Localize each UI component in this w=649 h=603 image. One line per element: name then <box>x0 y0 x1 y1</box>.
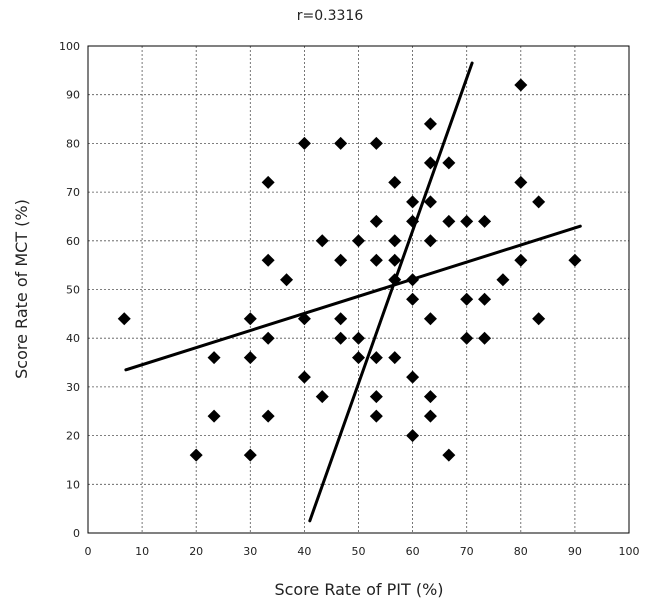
y-tick-label: 50 <box>66 284 80 297</box>
data-point <box>352 234 365 248</box>
data-point <box>406 429 420 443</box>
x-tick-label: 40 <box>297 545 311 558</box>
data-point <box>442 214 456 228</box>
plot-frame <box>87 45 630 534</box>
y-tick-label: 100 <box>59 40 80 53</box>
data-point <box>388 351 402 365</box>
data-point <box>243 312 257 326</box>
data-point <box>478 292 492 306</box>
data-point <box>369 390 383 404</box>
y-tick-label: 80 <box>66 137 80 150</box>
x-tick-label: 10 <box>135 545 149 558</box>
data-point <box>423 156 437 170</box>
x-tick-label: 60 <box>406 545 420 558</box>
data-point <box>514 175 528 189</box>
y-tick-label: 90 <box>66 89 80 102</box>
chart-title: r=0.3316 <box>297 8 364 24</box>
x-tick-label: 20 <box>189 545 203 558</box>
data-point <box>496 273 510 287</box>
data-point <box>243 351 257 365</box>
data-point <box>280 273 294 287</box>
data-point <box>334 253 348 267</box>
data-point <box>478 214 492 228</box>
data-point <box>388 253 402 267</box>
x-tick-label: 100 <box>619 545 640 558</box>
data-point <box>117 312 131 326</box>
data-point <box>442 156 456 170</box>
x-tick-label: 70 <box>460 545 474 558</box>
data-point <box>369 409 383 423</box>
y-tick-label: 20 <box>66 430 80 443</box>
data-point <box>334 136 348 150</box>
data-point <box>352 351 365 365</box>
y-tick-label: 0 <box>73 527 80 540</box>
data-point <box>406 370 420 384</box>
data-point <box>297 370 311 384</box>
data-point <box>406 292 420 306</box>
data-point <box>261 175 275 189</box>
data-point <box>423 195 437 209</box>
x-tick-label: 90 <box>568 545 582 558</box>
data-point <box>369 351 383 365</box>
data-point <box>442 448 456 462</box>
data-point <box>334 331 348 345</box>
x-axis-title: Score Rate of PIT (%) <box>274 580 443 599</box>
x-tick-label: 30 <box>243 545 257 558</box>
data-point <box>297 136 311 150</box>
data-point <box>369 253 383 267</box>
y-tick-label: 30 <box>66 381 80 394</box>
data-points <box>117 78 582 462</box>
data-point <box>406 214 420 228</box>
data-point <box>352 331 365 345</box>
trend-line <box>124 224 582 372</box>
y-tick-labels: 0 10 20 30 40 50 60 70 80 90 100 <box>59 40 80 540</box>
data-point <box>261 331 275 345</box>
data-point <box>423 234 437 248</box>
data-point <box>423 390 437 404</box>
data-point <box>460 331 474 345</box>
data-point <box>406 195 420 209</box>
data-point <box>207 351 221 365</box>
y-tick-label: 40 <box>66 332 80 345</box>
data-point <box>388 175 402 189</box>
y-axis-title: Score Rate of MCT (%) <box>12 199 31 379</box>
data-point <box>514 78 528 92</box>
data-point <box>207 409 221 423</box>
y-tick-label: 10 <box>66 478 80 491</box>
data-point <box>460 292 474 306</box>
data-point <box>460 214 474 228</box>
x-tick-label: 50 <box>352 545 366 558</box>
data-point <box>369 136 383 150</box>
x-tick-label: 80 <box>514 545 528 558</box>
trend-line <box>308 61 474 523</box>
grid-lines <box>88 46 629 533</box>
data-point <box>568 253 582 267</box>
data-point <box>315 390 329 404</box>
data-point <box>261 253 275 267</box>
data-point <box>532 195 546 209</box>
data-point <box>388 234 402 248</box>
trend-lines <box>124 61 582 523</box>
x-tick-labels: 0 10 20 30 40 50 60 70 80 90 100 <box>85 545 640 558</box>
y-tick-label: 70 <box>66 186 80 199</box>
data-point <box>369 214 383 228</box>
y-tick-label: 60 <box>66 235 80 248</box>
data-point <box>514 253 528 267</box>
data-point <box>406 273 420 287</box>
data-point <box>189 448 203 462</box>
data-point <box>423 312 437 326</box>
data-point <box>423 117 437 131</box>
data-point <box>315 234 329 248</box>
data-point <box>532 312 546 326</box>
data-point <box>388 273 402 287</box>
x-tick-label: 0 <box>85 545 92 558</box>
data-point <box>243 448 257 462</box>
data-point <box>334 312 348 326</box>
data-point <box>261 409 275 423</box>
data-point <box>478 331 492 345</box>
data-point <box>297 312 311 326</box>
data-point <box>423 409 437 423</box>
